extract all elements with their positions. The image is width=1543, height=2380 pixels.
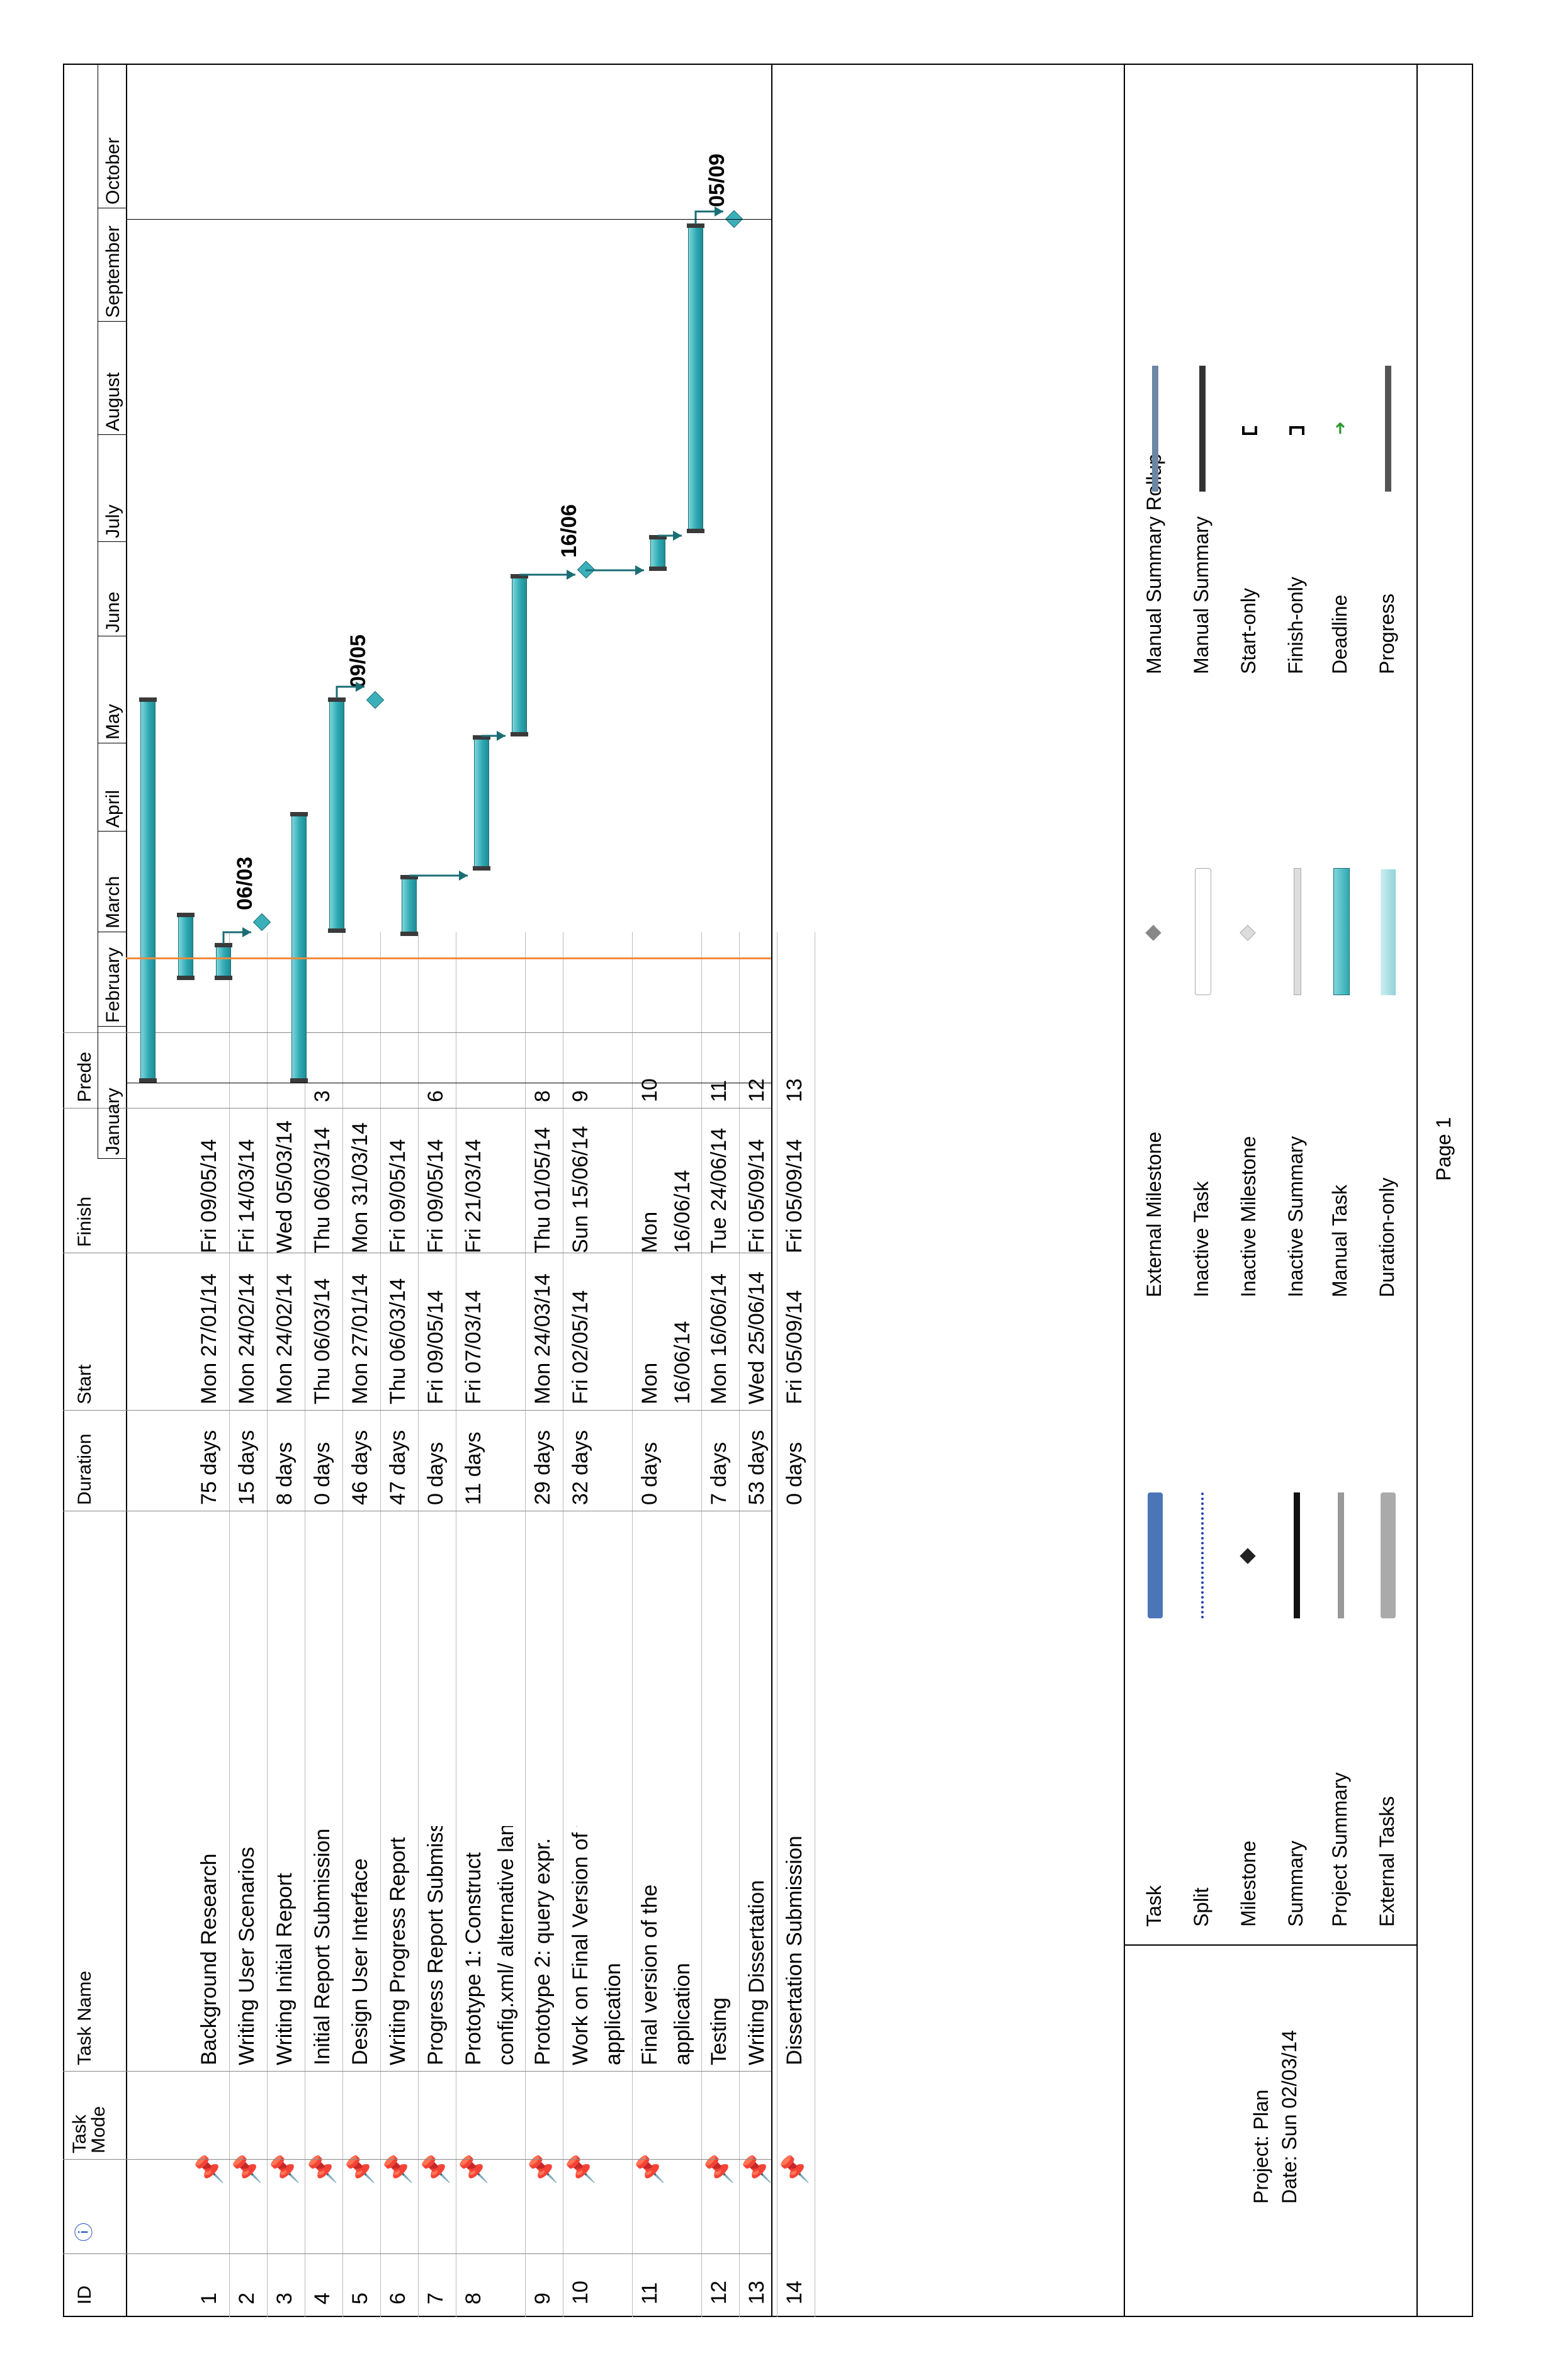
legend-label: Project Summary: [1328, 1772, 1351, 1927]
legend-swatch: [1294, 868, 1301, 995]
legend-label: External Tasks: [1376, 1796, 1398, 1927]
legend-label: Finish-only: [1284, 577, 1307, 674]
legend-label: Inactive Summary: [1284, 1136, 1307, 1297]
legend-swatch: [1338, 1492, 1344, 1618]
legend-label: Summary: [1284, 1841, 1307, 1927]
legend-label: Manual Summary: [1190, 516, 1212, 674]
status-date-line: [126, 957, 771, 959]
legend-label: Milestone: [1237, 1841, 1260, 1927]
project-label: Project: Plan: [1250, 2089, 1272, 2204]
project-finish-line: [126, 219, 771, 220]
legend-swatch: [1201, 1492, 1206, 1618]
legend-swatch: [1199, 366, 1206, 492]
legend-label: Deadline: [1328, 594, 1351, 674]
legend-swatch: [1381, 1492, 1396, 1618]
legend-label: Duration-only: [1376, 1177, 1398, 1297]
footer-bottom-line: [1416, 64, 1418, 2317]
page-number: Page 1: [1432, 1117, 1455, 1181]
legend-swatch: [1152, 366, 1158, 492]
legend-swatch: [1195, 868, 1211, 995]
footer-project-divider: [1124, 1944, 1416, 1946]
legend-label: Inactive Milestone: [1237, 1136, 1260, 1297]
legend-swatch: [1148, 1492, 1163, 1618]
legend-swatch: [1333, 868, 1350, 995]
legend-label: External Milestone: [1143, 1131, 1165, 1297]
legend-label: Start-only: [1237, 588, 1260, 674]
legend-swatch: [1289, 426, 1304, 435]
footer-top-line: [1124, 64, 1125, 2317]
deadline-arrow-icon: ➜: [1330, 421, 1349, 435]
legend-label: Split: [1190, 1887, 1212, 1927]
legend-swatch: [1381, 869, 1396, 995]
legend-swatch: [1385, 366, 1391, 492]
project-date: Date: Sun 02/03/14: [1278, 2030, 1301, 2204]
legend-label: Inactive Task: [1190, 1181, 1212, 1297]
legend-swatch: [1294, 1492, 1300, 1618]
legend-label: Task: [1143, 1885, 1165, 1927]
legend-swatch: [1242, 426, 1257, 435]
legend-label: Progress: [1376, 593, 1398, 674]
legend-label: Manual Task: [1328, 1184, 1351, 1297]
